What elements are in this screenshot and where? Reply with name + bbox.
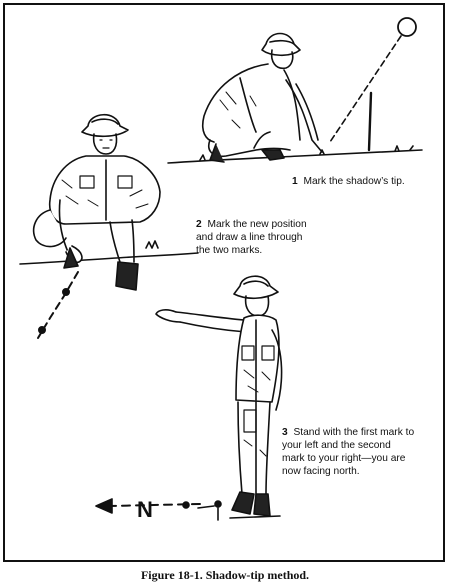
second-mark — [37, 325, 46, 334]
torso-2 — [48, 155, 161, 225]
torso-3 — [235, 314, 280, 403]
hand-3 — [155, 309, 181, 323]
step-3-label: 3 Stand with the first mark to your left… — [282, 426, 442, 478]
sun-ray-line — [329, 35, 402, 143]
outstretched-arm — [175, 311, 245, 321]
legs-1 — [208, 139, 291, 158]
step-2-number: 2 — [196, 219, 202, 230]
step-2-label: 2 Mark the new position and draw a line … — [196, 218, 336, 257]
north-arrow-head-icon — [95, 498, 113, 514]
hat-icon-2 — [81, 113, 129, 138]
west-mark — [182, 501, 190, 509]
scene-3-standing-facing-north — [95, 275, 283, 521]
step-2-text: Mark the new position and draw a line th… — [196, 219, 307, 256]
vertical-stick — [367, 91, 373, 152]
ground-line-2 — [19, 252, 199, 265]
first-mark — [61, 287, 70, 296]
east-mark — [214, 500, 222, 508]
scene-1-marking-shadow-tip — [167, 17, 423, 164]
step-1-label: 1 Mark the shadow’s tip. — [292, 175, 442, 188]
hat-icon-3 — [233, 275, 279, 300]
legs-2 — [109, 221, 121, 263]
step-1-number: 1 — [292, 176, 298, 187]
north-letter: N — [137, 497, 153, 522]
grass-tufts-1 — [199, 145, 414, 161]
head-3 — [244, 295, 270, 317]
step-3-text: Stand with the first mark to your left a… — [282, 427, 415, 477]
head-1 — [270, 49, 294, 70]
step-3-number: 3 — [282, 427, 288, 438]
sun-icon — [397, 17, 417, 37]
figure-caption: Figure 18-1. Shadow-tip method. — [140, 568, 310, 582]
scene-2-marking-new-position — [19, 113, 199, 339]
head-2 — [92, 133, 118, 155]
ground-line-1 — [167, 149, 423, 164]
legs-3 — [237, 401, 243, 495]
ground-line-3 — [197, 505, 281, 519]
step-1-text: Mark the shadow’s tip. — [303, 176, 405, 187]
arm-1 — [285, 79, 323, 153]
